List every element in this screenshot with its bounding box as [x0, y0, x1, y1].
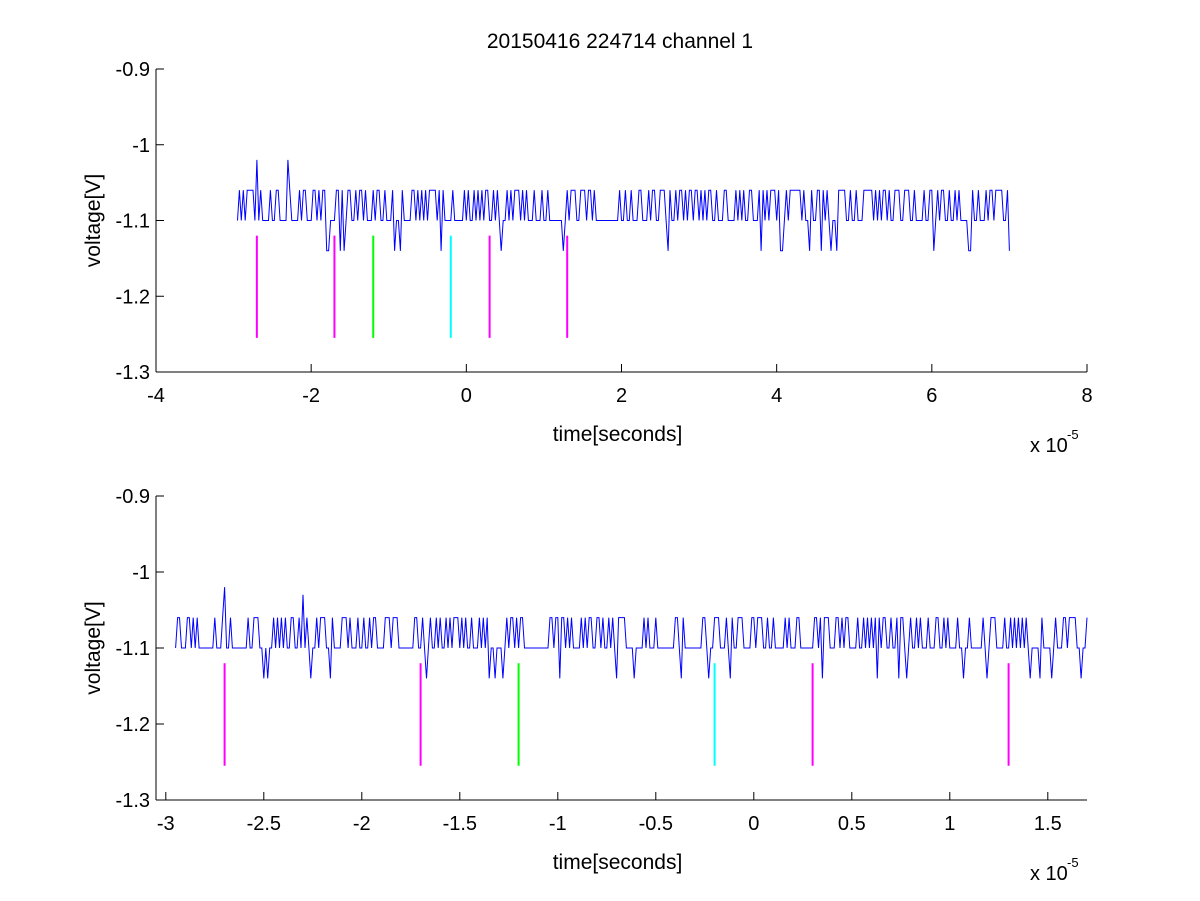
x-tick-label: 2	[616, 385, 627, 407]
x-axis-label: time[seconds]	[553, 423, 683, 446]
x-multiplier: x 10	[1030, 863, 1068, 885]
y-tick-label: -1.1	[116, 638, 150, 660]
x-tick-label: -3	[157, 813, 175, 835]
y-tick-label: -1	[132, 135, 150, 157]
x-axis-label: time[seconds]	[553, 851, 683, 874]
signal-trace	[175, 587, 1088, 679]
x-tick-label: -1	[549, 813, 567, 835]
x-tick-label: -2.5	[247, 813, 281, 835]
x-multiplier-exponent: -5	[1067, 427, 1079, 442]
x-tick-label: 1.5	[1034, 813, 1062, 835]
x-tick-label: -0.5	[639, 813, 673, 835]
x-tick-label: 8	[1081, 385, 1092, 407]
x-tick-label: 0.5	[838, 813, 866, 835]
y-tick-label: -0.9	[116, 486, 150, 508]
top-plot: -4 -2 0 2 4 6 8 -1.3 -1.2 -1.1 -1 -0.9 time[seconds]…	[82, 59, 1093, 457]
y-tick-label: -1.2	[116, 286, 150, 308]
x-tick-label: 0	[461, 385, 472, 407]
x-tick-label: 6	[926, 385, 937, 407]
x-multiplier-exponent: -5	[1067, 855, 1079, 870]
signal-trace	[237, 159, 1010, 252]
x-multiplier: x 10	[1030, 435, 1068, 457]
y-tick-label: -1	[132, 562, 150, 584]
y-tick-label: -1.1	[116, 211, 150, 233]
x-tick-label: 0	[748, 813, 759, 835]
y-tick-label: -0.9	[116, 59, 150, 81]
x-tick-label: -4	[147, 385, 165, 407]
x-tick-label: -2	[302, 385, 320, 407]
x-tick-label: -1.5	[443, 813, 477, 835]
y-tick-label: -1.2	[116, 714, 150, 736]
y-axis-label: voltage[V]	[82, 174, 105, 267]
x-tick-label: 4	[771, 385, 782, 407]
x-tick-label: 1	[944, 813, 955, 835]
y-tick-label: -1.3	[116, 362, 150, 384]
y-tick-label: -1.3	[116, 790, 150, 812]
x-tick-label: -2	[353, 813, 371, 835]
y-axis-label: voltage[V]	[82, 601, 105, 694]
figure-title: 20150416 224714 channel 1	[487, 30, 753, 53]
bottom-plot: -3 -2.5 -2 -1.5 -1 -0.5 0 0.5 1 1.5 -1.3 -1.2 -1.1 -1…	[82, 486, 1088, 885]
